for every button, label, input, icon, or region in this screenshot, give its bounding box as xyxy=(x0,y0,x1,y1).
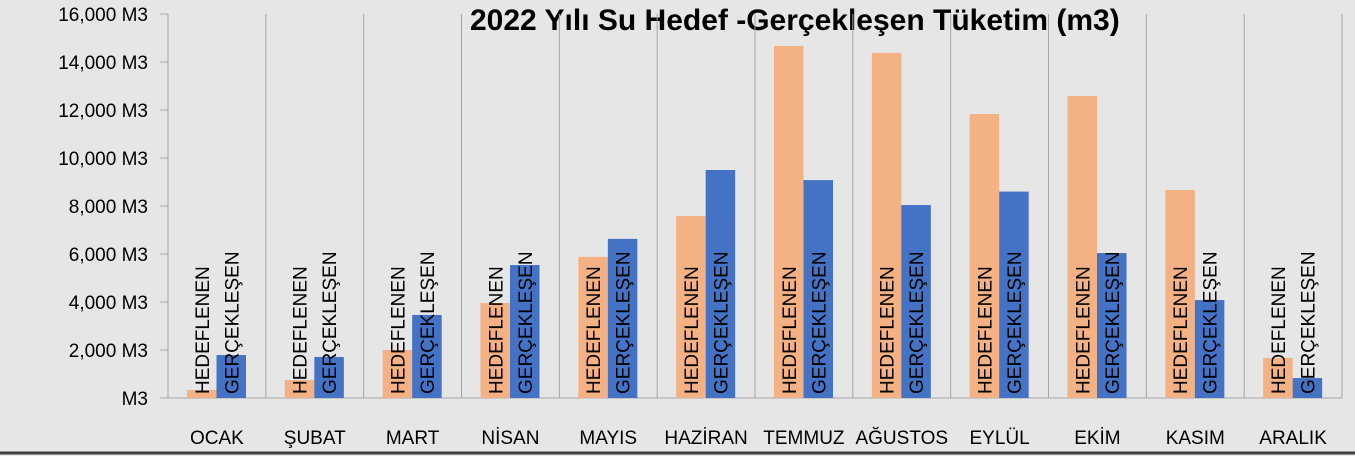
bar-label: HEDEFLENEN xyxy=(878,266,899,394)
bar-label: HEDEFLENEN xyxy=(975,266,996,394)
y-tick-label: 6,000 M3 xyxy=(69,245,148,266)
bar-label: HEDEFLENEN xyxy=(193,266,214,394)
bar xyxy=(871,52,902,398)
bar-label: GERÇEKLEŞEN xyxy=(907,251,928,394)
x-tick-label: NİSAN xyxy=(481,428,539,449)
bar xyxy=(1165,189,1195,398)
bar xyxy=(578,256,608,398)
bar-label: HEDEFLENEN xyxy=(1073,266,1094,394)
bar xyxy=(774,45,804,399)
x-tick-label: EYLÜL xyxy=(969,428,1029,449)
bar-label: HEDEFLENEN xyxy=(291,266,312,394)
bar xyxy=(1292,378,1323,398)
bar-label: GERÇEKLEŞEN xyxy=(1103,251,1124,394)
bar-label: GERÇEKLEŞEN xyxy=(711,251,732,394)
bar-label: GERÇEKLEŞEN xyxy=(516,251,537,394)
bar xyxy=(480,302,510,398)
bar-label: HEDEFLENEN xyxy=(1269,266,1290,394)
bar-label: HEDEFLENEN xyxy=(388,266,409,394)
x-tick-label: TEMMUZ xyxy=(763,428,845,449)
bar-label: HEDEFLENEN xyxy=(1171,266,1192,394)
x-tick-label: MART xyxy=(386,428,440,449)
bar-label: GERÇEKLEŞEN xyxy=(809,251,830,394)
bar xyxy=(1194,300,1225,398)
y-tick-label: 16,000 M3 xyxy=(58,5,148,26)
bar xyxy=(901,205,931,398)
y-tick-label: 8,000 M3 xyxy=(69,197,148,218)
bar xyxy=(1263,357,1293,398)
bar xyxy=(284,380,315,398)
x-tick-label: MAYIS xyxy=(579,428,637,449)
x-tick-label: ARALIK xyxy=(1259,428,1327,449)
x-tick-label: KASIM xyxy=(1166,428,1225,449)
y-tick-label: 10,000 M3 xyxy=(58,149,148,170)
x-tick-label: OCAK xyxy=(190,428,244,449)
bar-label: HEDEFLENEN xyxy=(682,266,703,394)
bar-label: HEDEFLENEN xyxy=(486,266,507,394)
bar xyxy=(607,238,638,398)
bar xyxy=(1067,96,1097,398)
bar-label: GERÇEKLEŞEN xyxy=(1201,251,1222,394)
bar xyxy=(216,355,246,398)
chart-title: 2022 Yılı Su Hedef -Gerçekleşen Tüketim … xyxy=(470,4,1120,37)
bar xyxy=(969,114,1000,398)
bar xyxy=(314,356,344,398)
x-tick-label: AĞUSTOS xyxy=(855,427,948,449)
bar xyxy=(803,180,833,398)
x-tick-label: HAZİRAN xyxy=(664,428,747,449)
y-tick-label: M3 xyxy=(122,389,148,410)
bar-label: HEDEFLENEN xyxy=(780,266,801,394)
y-tick-label: 12,000 M3 xyxy=(58,101,148,122)
bar-label: GERÇEKLEŞEN xyxy=(1298,251,1319,394)
bar-label: GERÇEKLEŞEN xyxy=(222,251,243,394)
bar xyxy=(510,265,540,398)
bar xyxy=(187,390,217,398)
bar-label: GERÇEKLEŞEN xyxy=(418,251,439,394)
bar xyxy=(1097,253,1127,398)
bar xyxy=(999,191,1029,398)
bar xyxy=(382,350,413,398)
y-tick-label: 2,000 M3 xyxy=(69,341,148,362)
y-tick-label: 4,000 M3 xyxy=(69,293,148,314)
x-tick-label: EKİM xyxy=(1074,428,1120,449)
bar-label: GERÇEKLEŞEN xyxy=(614,251,635,394)
bar xyxy=(705,170,736,398)
bar-label: GERÇEKLEŞEN xyxy=(1005,251,1026,394)
bar-label: HEDEFLENEN xyxy=(584,266,605,394)
bar xyxy=(676,216,706,398)
x-tick-label: ŞUBAT xyxy=(284,428,346,449)
bar-label: GERÇEKLEŞEN xyxy=(320,251,341,394)
bar xyxy=(412,314,442,398)
y-tick-label: 14,000 M3 xyxy=(58,53,148,74)
